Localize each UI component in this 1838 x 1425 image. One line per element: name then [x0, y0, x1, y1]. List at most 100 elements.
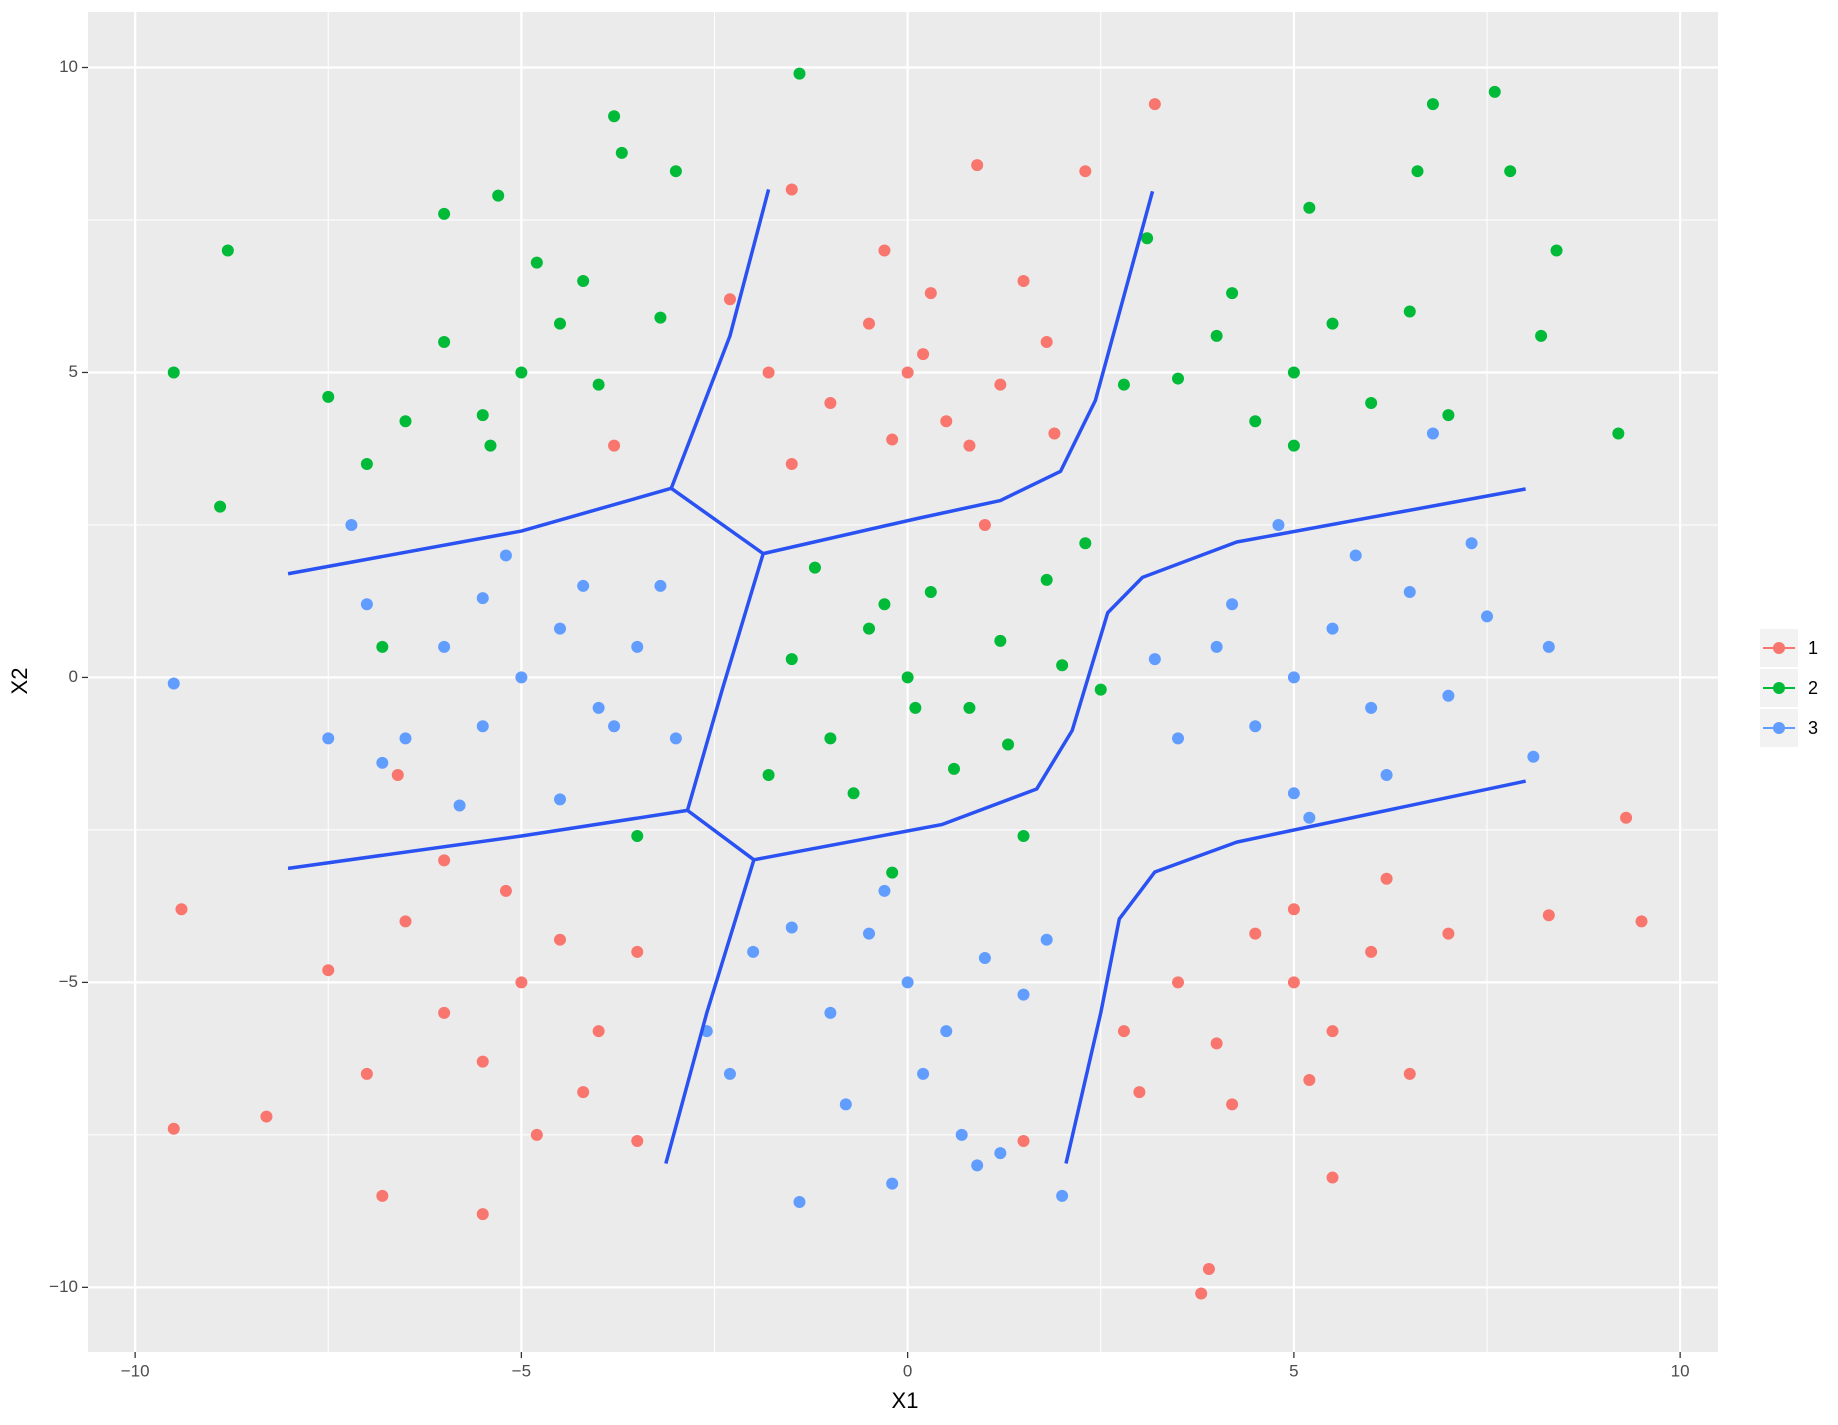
decision-boundary — [664, 859, 756, 1164]
point — [530, 256, 543, 269]
x-axis-title: X1 — [892, 1388, 919, 1413]
point — [1403, 586, 1416, 599]
point — [1117, 1025, 1130, 1038]
point — [453, 799, 466, 812]
point — [1287, 903, 1300, 916]
point — [376, 1189, 389, 1202]
point — [1303, 201, 1316, 214]
point — [1303, 811, 1316, 824]
point — [476, 592, 489, 605]
point — [1542, 909, 1555, 922]
point — [1303, 1073, 1316, 1086]
point — [1210, 640, 1223, 653]
point — [608, 720, 621, 733]
point — [592, 701, 605, 714]
point — [1056, 659, 1069, 672]
point — [1426, 427, 1439, 440]
point — [1272, 518, 1285, 531]
point — [654, 311, 667, 324]
point — [878, 884, 891, 897]
point — [322, 390, 335, 403]
point — [1287, 787, 1300, 800]
point — [1226, 598, 1239, 611]
point — [886, 1177, 899, 1190]
point — [360, 598, 373, 611]
point — [723, 293, 736, 306]
legend-point — [1773, 722, 1785, 734]
point — [399, 915, 412, 928]
point — [221, 244, 234, 257]
point — [793, 1195, 806, 1208]
point — [1148, 98, 1161, 111]
point — [762, 769, 775, 782]
point — [1148, 653, 1161, 666]
point — [963, 701, 976, 714]
x-tick-label: −10 — [121, 1361, 150, 1380]
x-tick-label: 5 — [1289, 1361, 1298, 1380]
point — [1411, 165, 1424, 178]
point — [847, 787, 860, 800]
point — [1226, 287, 1239, 300]
point — [793, 67, 806, 80]
point — [824, 396, 837, 409]
point — [476, 720, 489, 733]
point — [322, 732, 335, 745]
point — [863, 927, 876, 940]
point — [901, 671, 914, 684]
point — [391, 769, 404, 782]
point — [747, 945, 760, 958]
point — [592, 1025, 605, 1038]
point — [577, 1086, 590, 1099]
point — [863, 622, 876, 635]
point — [530, 1128, 543, 1141]
point — [1094, 683, 1107, 696]
point — [592, 378, 605, 391]
point — [515, 366, 528, 379]
point — [924, 586, 937, 599]
point — [1287, 671, 1300, 684]
point — [901, 976, 914, 989]
point — [399, 732, 412, 745]
point — [917, 1067, 930, 1080]
point — [1326, 317, 1339, 330]
point — [1620, 811, 1633, 824]
point — [785, 457, 798, 470]
point — [608, 110, 621, 123]
decision-boundary — [287, 487, 1526, 871]
point — [1172, 976, 1185, 989]
point — [1048, 427, 1061, 440]
point — [322, 964, 335, 977]
point — [1550, 244, 1563, 257]
point — [1403, 1067, 1416, 1080]
point — [1249, 415, 1262, 428]
point — [615, 146, 628, 159]
point — [1040, 933, 1053, 946]
y-tick-label: −10 — [49, 1277, 78, 1296]
point — [785, 183, 798, 196]
point — [1403, 305, 1416, 318]
point — [1210, 329, 1223, 342]
panel-background — [88, 12, 1718, 1352]
point — [631, 1134, 644, 1147]
point — [438, 1006, 451, 1019]
point — [167, 677, 180, 690]
point — [167, 1122, 180, 1135]
point — [1504, 165, 1517, 178]
point — [515, 671, 528, 684]
legend-label: 3 — [1808, 718, 1818, 738]
point — [1635, 915, 1648, 928]
point — [438, 640, 451, 653]
y-tick-label: 10 — [59, 57, 78, 76]
point — [214, 500, 227, 513]
point — [808, 561, 821, 574]
point — [1226, 1098, 1239, 1111]
point — [994, 1147, 1007, 1160]
point — [499, 884, 512, 897]
point — [994, 634, 1007, 647]
point — [878, 598, 891, 611]
point — [863, 317, 876, 330]
point — [886, 433, 899, 446]
point — [1133, 1086, 1146, 1099]
point — [631, 830, 644, 843]
